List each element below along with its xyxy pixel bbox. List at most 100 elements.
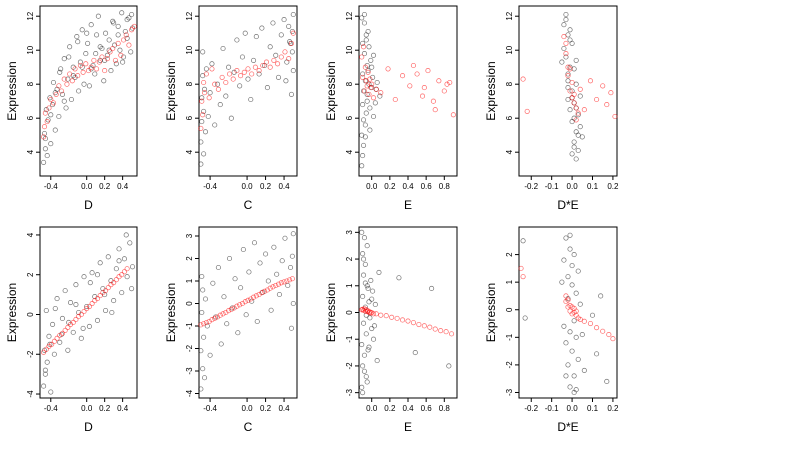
x-tick-label: 0.4 — [402, 404, 414, 413]
data-point — [201, 86, 208, 92]
y-tick-label: 10 — [345, 45, 354, 54]
series-black — [359, 11, 383, 169]
data-point — [107, 49, 113, 55]
data-point — [42, 146, 48, 152]
data-point — [571, 389, 577, 396]
y-tick-label: 3 — [345, 230, 354, 235]
data-point — [359, 229, 365, 235]
data-point — [226, 71, 233, 77]
data-point — [256, 71, 262, 77]
y-tick: 0 — [505, 307, 519, 312]
data-point — [573, 156, 579, 162]
x-tick-label: 0.4 — [278, 182, 290, 191]
data-point — [103, 307, 109, 314]
data-point — [97, 260, 103, 266]
data-point — [286, 56, 292, 62]
y-axis-label: Expression — [5, 283, 19, 342]
data-point — [524, 108, 530, 114]
plot-frame — [39, 5, 138, 177]
data-point — [226, 255, 233, 262]
data-point — [370, 113, 377, 120]
x-tick: 0.1 — [587, 398, 599, 413]
data-point — [81, 308, 87, 315]
x-axis-label: C — [244, 420, 253, 434]
y-tick: 10 — [26, 45, 40, 55]
data-point — [223, 93, 229, 99]
x-tick: 0.0 — [366, 176, 378, 191]
data-point — [289, 253, 295, 259]
data-point — [410, 62, 416, 69]
data-point — [198, 386, 204, 392]
y-tick-label: 12 — [345, 11, 354, 20]
data-point — [80, 325, 86, 331]
data-point — [117, 47, 123, 53]
plot-frame — [198, 226, 298, 399]
series-red — [518, 265, 616, 342]
data-point — [421, 323, 427, 329]
data-point — [203, 320, 209, 326]
x-tick: 0.0 — [366, 398, 378, 413]
series-black — [559, 11, 585, 162]
y-tick: 0 — [345, 310, 359, 315]
data-point — [63, 105, 69, 111]
data-point — [367, 127, 373, 133]
data-point — [567, 107, 573, 113]
x-tick-label: 0.2 — [607, 182, 619, 191]
data-point — [275, 61, 281, 67]
x-tick: 0.2 — [384, 398, 396, 413]
data-point — [201, 321, 207, 327]
data-point — [103, 288, 109, 294]
x-tick-label: -0.4 — [44, 182, 58, 191]
data-point — [425, 68, 431, 74]
data-point — [268, 307, 274, 313]
data-point — [604, 102, 610, 108]
data-point — [360, 390, 366, 396]
y-tick-label: -3 — [345, 389, 354, 397]
data-point — [450, 112, 456, 118]
data-point — [94, 317, 101, 324]
y-axis-label: Expression — [164, 61, 178, 120]
data-point — [202, 296, 209, 302]
data-point — [364, 379, 370, 385]
data-point — [199, 119, 205, 125]
data-point — [41, 383, 47, 389]
data-point — [290, 30, 296, 36]
x-tick: -0.4 — [203, 176, 218, 191]
data-point — [253, 34, 259, 40]
y-tick-label: 1 — [185, 278, 194, 283]
y-tick-label: 6 — [26, 115, 35, 120]
y-tick: -1 — [185, 322, 199, 330]
data-point — [284, 278, 290, 284]
data-point — [79, 27, 85, 33]
data-point — [565, 274, 571, 280]
x-tick-label: 0.0 — [242, 182, 254, 191]
x-tick-label: -0.2 — [524, 182, 538, 191]
data-point — [83, 51, 89, 57]
y-tick-label: 0 — [505, 307, 514, 312]
data-point — [112, 57, 118, 63]
data-point — [257, 260, 263, 266]
x-tick: 0.0 — [81, 176, 93, 191]
data-point — [124, 17, 130, 23]
data-point — [65, 347, 71, 353]
data-point — [91, 57, 97, 63]
panel-top-DxE: -0.2 -0.1 0.0 0.1 0.2 4 6 8 10 12 D*E Expression — [484, 5, 619, 212]
x-tick: 0.8 — [439, 176, 450, 191]
data-point — [565, 71, 571, 77]
data-point — [414, 71, 420, 77]
data-point — [369, 64, 375, 70]
data-point — [239, 54, 246, 60]
data-point — [446, 363, 452, 369]
data-point — [565, 362, 571, 368]
x-tick: -0.4 — [44, 176, 58, 191]
series-black — [41, 232, 136, 395]
y-tick-label: 2 — [26, 272, 35, 277]
data-point — [238, 285, 244, 291]
data-point — [127, 240, 133, 246]
y-tick: 2 — [185, 256, 199, 261]
data-point — [432, 107, 438, 113]
data-point — [577, 93, 583, 99]
data-point — [447, 79, 453, 86]
data-point — [121, 269, 127, 275]
data-point — [575, 112, 581, 118]
